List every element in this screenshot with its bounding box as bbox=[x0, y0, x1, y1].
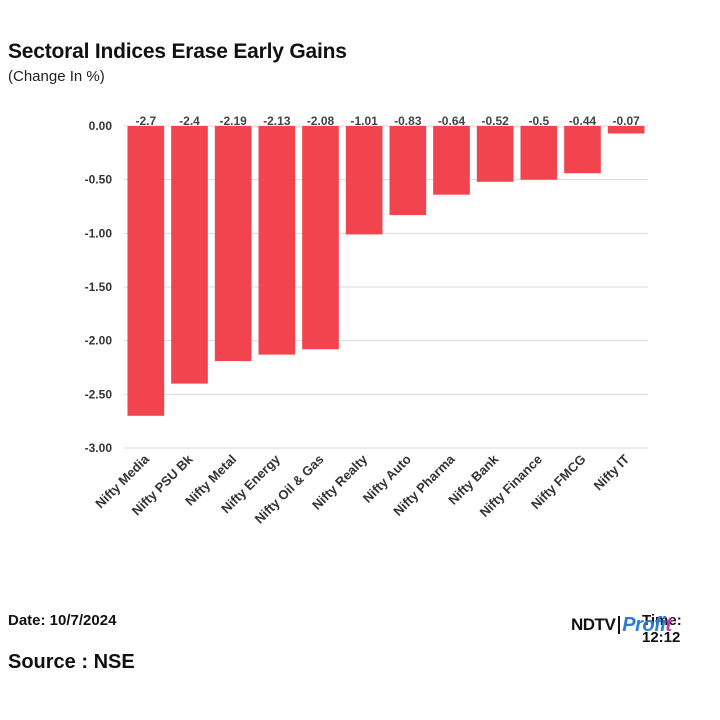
time-label: Time: 12:12 bbox=[642, 612, 682, 646]
x-tick-label: Nifty IT bbox=[591, 451, 633, 493]
y-tick-label: -0.50 bbox=[85, 173, 113, 187]
chart-subtitle: (Change In %) bbox=[8, 68, 105, 85]
data-label: -2.08 bbox=[307, 114, 335, 128]
logo-profit-main: Profi bbox=[622, 613, 666, 636]
bar bbox=[214, 126, 252, 362]
bar bbox=[607, 126, 645, 134]
y-tick-label: -2.00 bbox=[85, 334, 113, 348]
bar-chart: 0.00 -0.50 -1.00 -1.50 -2.00 -2.50 -3.00 -2.7 Ni… bbox=[85, 114, 648, 526]
source-label: Source : NSE bbox=[8, 651, 135, 673]
data-label: -2.19 bbox=[219, 114, 247, 128]
data-label: -0.52 bbox=[481, 114, 509, 128]
logo-profit-text: Profit bbox=[622, 613, 672, 637]
date-label: Date: 10/7/2024 bbox=[8, 612, 117, 629]
bar bbox=[345, 126, 383, 235]
chart-title: Sectoral Indices Erase Early Gains bbox=[8, 40, 347, 63]
logo-ndtv-text: NDTV bbox=[571, 615, 616, 634]
bar bbox=[433, 126, 470, 195]
y-tick-label: 0.00 bbox=[89, 119, 113, 133]
data-label: -2.4 bbox=[179, 114, 200, 128]
y-tick-label: -1.50 bbox=[85, 280, 113, 294]
data-label: -0.44 bbox=[569, 114, 597, 128]
logo-profit-end: t bbox=[665, 613, 672, 636]
bar bbox=[389, 126, 427, 216]
y-tick-label: -2.50 bbox=[85, 387, 113, 401]
y-tick-label: -1.00 bbox=[85, 226, 113, 240]
bar bbox=[564, 126, 601, 174]
logo-separator bbox=[618, 616, 621, 634]
bar bbox=[302, 126, 339, 350]
data-label: -0.64 bbox=[438, 114, 466, 128]
bar bbox=[258, 126, 296, 355]
bar bbox=[127, 126, 165, 416]
data-label: -2.7 bbox=[135, 114, 156, 128]
bar bbox=[520, 126, 558, 180]
data-label: -0.07 bbox=[612, 114, 640, 128]
bar bbox=[171, 126, 208, 384]
data-label: -1.01 bbox=[350, 114, 378, 128]
y-tick-label: -3.00 bbox=[85, 441, 113, 455]
data-label: -0.5 bbox=[528, 114, 549, 128]
ndtv-profit-logo: NDTV Profit bbox=[571, 612, 672, 638]
bar bbox=[476, 126, 514, 182]
data-label: -0.83 bbox=[394, 114, 422, 128]
data-label: -2.13 bbox=[263, 114, 291, 128]
